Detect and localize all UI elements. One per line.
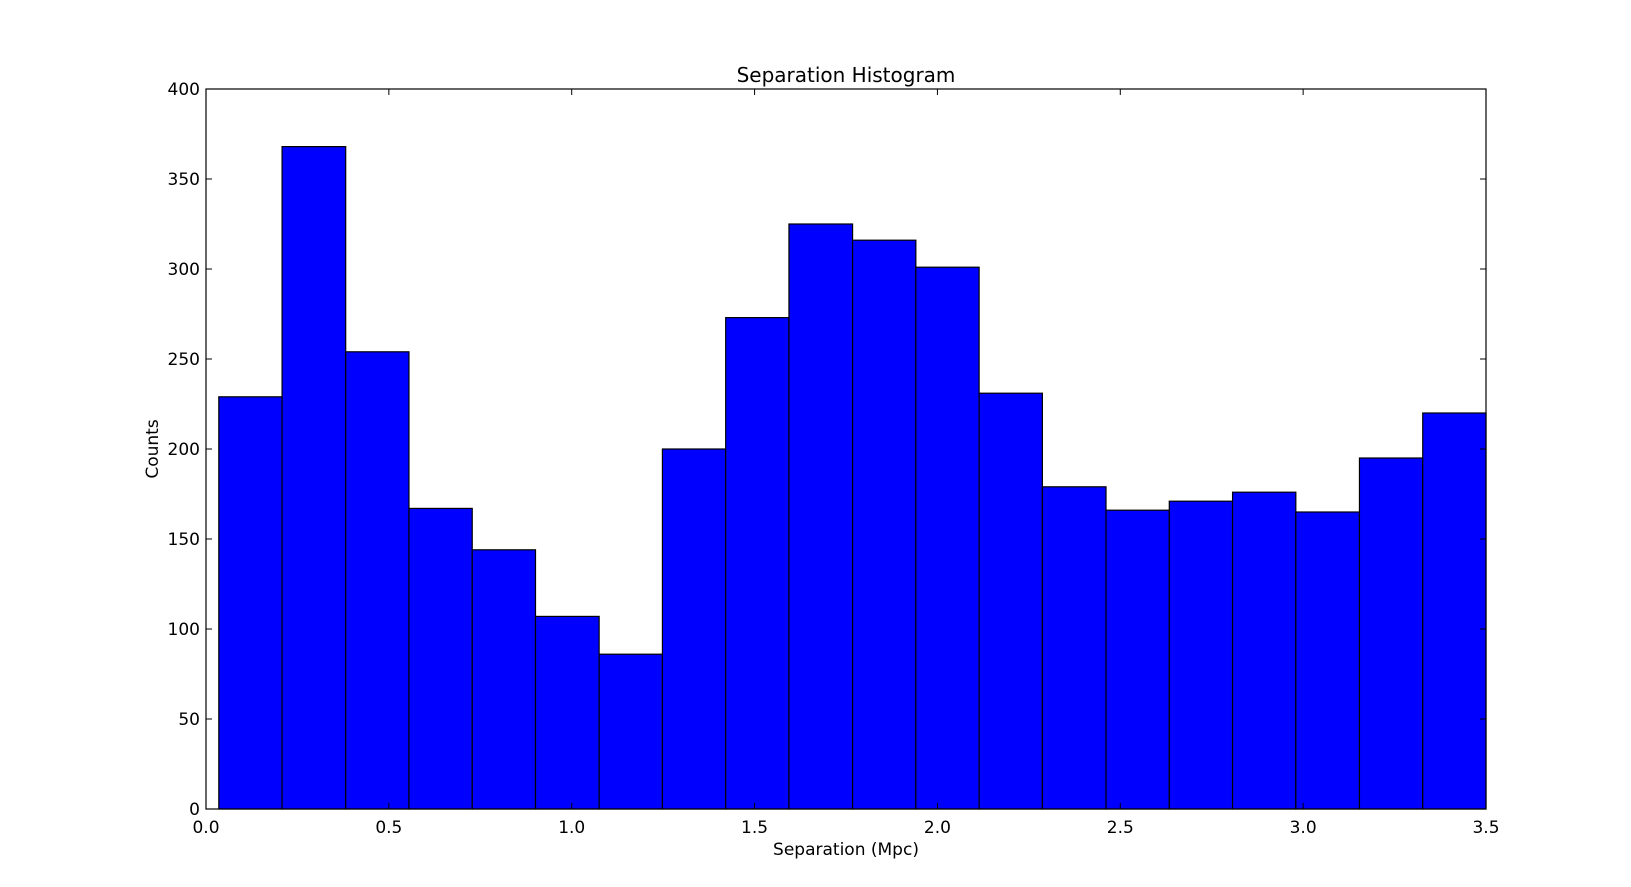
y-tick-label: 150	[168, 530, 200, 550]
histogram-bar	[851, 239, 917, 810]
histogram-bar	[598, 653, 664, 810]
y-tick-label: 400	[168, 80, 200, 100]
histogram-bar	[1105, 509, 1170, 810]
histogram-bar	[1231, 491, 1297, 810]
x-tick-label: 3.0	[1290, 818, 1317, 838]
x-tick-label: 2.0	[924, 818, 951, 838]
histogram-bar	[408, 507, 473, 810]
histogram-bar	[978, 392, 1043, 810]
y-tick-label: 50	[178, 710, 200, 730]
y-tick-label: 250	[168, 350, 200, 370]
x-tick-label: 1.0	[558, 818, 585, 838]
plot-frame	[205, 88, 1487, 810]
x-tick-label: 1.5	[741, 818, 768, 838]
histogram-bar	[1295, 511, 1361, 810]
histogram-bar	[725, 317, 790, 810]
histogram-bar	[218, 396, 283, 810]
histogram-bar	[281, 146, 347, 810]
histogram-bar	[788, 223, 854, 810]
x-axis-label: Separation (Mpc)	[773, 840, 919, 860]
x-tick-label: 3.5	[1472, 818, 1499, 838]
y-axis-label: Counts	[143, 419, 163, 478]
histogram-bar	[1168, 500, 1234, 810]
histogram-bar	[1358, 457, 1424, 810]
x-tick-label: 2.5	[1107, 818, 1134, 838]
y-tick-label: 350	[168, 170, 200, 190]
histogram-bar	[345, 351, 410, 810]
histogram-bar	[1422, 412, 1487, 810]
y-tick-label: 100	[168, 620, 200, 640]
x-tick-label: 0.5	[375, 818, 402, 838]
histogram-bar	[534, 615, 600, 810]
y-tick-label: 300	[168, 260, 200, 280]
y-tick-label: 200	[168, 440, 200, 460]
ticks-group: 0.0 0.5 1.0 1.5 2.0 2.5 3.0 3.5 0 50 100 150 200 250 3…	[168, 80, 1500, 838]
histogram-bar	[661, 448, 727, 810]
histogram-bar	[471, 549, 537, 810]
y-tick-label: 0	[189, 800, 200, 820]
histogram-bar	[915, 266, 980, 810]
chart-title: Separation Histogram	[737, 63, 956, 87]
histogram-bar	[1041, 486, 1107, 810]
x-tick-label: 0.0	[192, 818, 219, 838]
bars-group	[218, 146, 1487, 810]
